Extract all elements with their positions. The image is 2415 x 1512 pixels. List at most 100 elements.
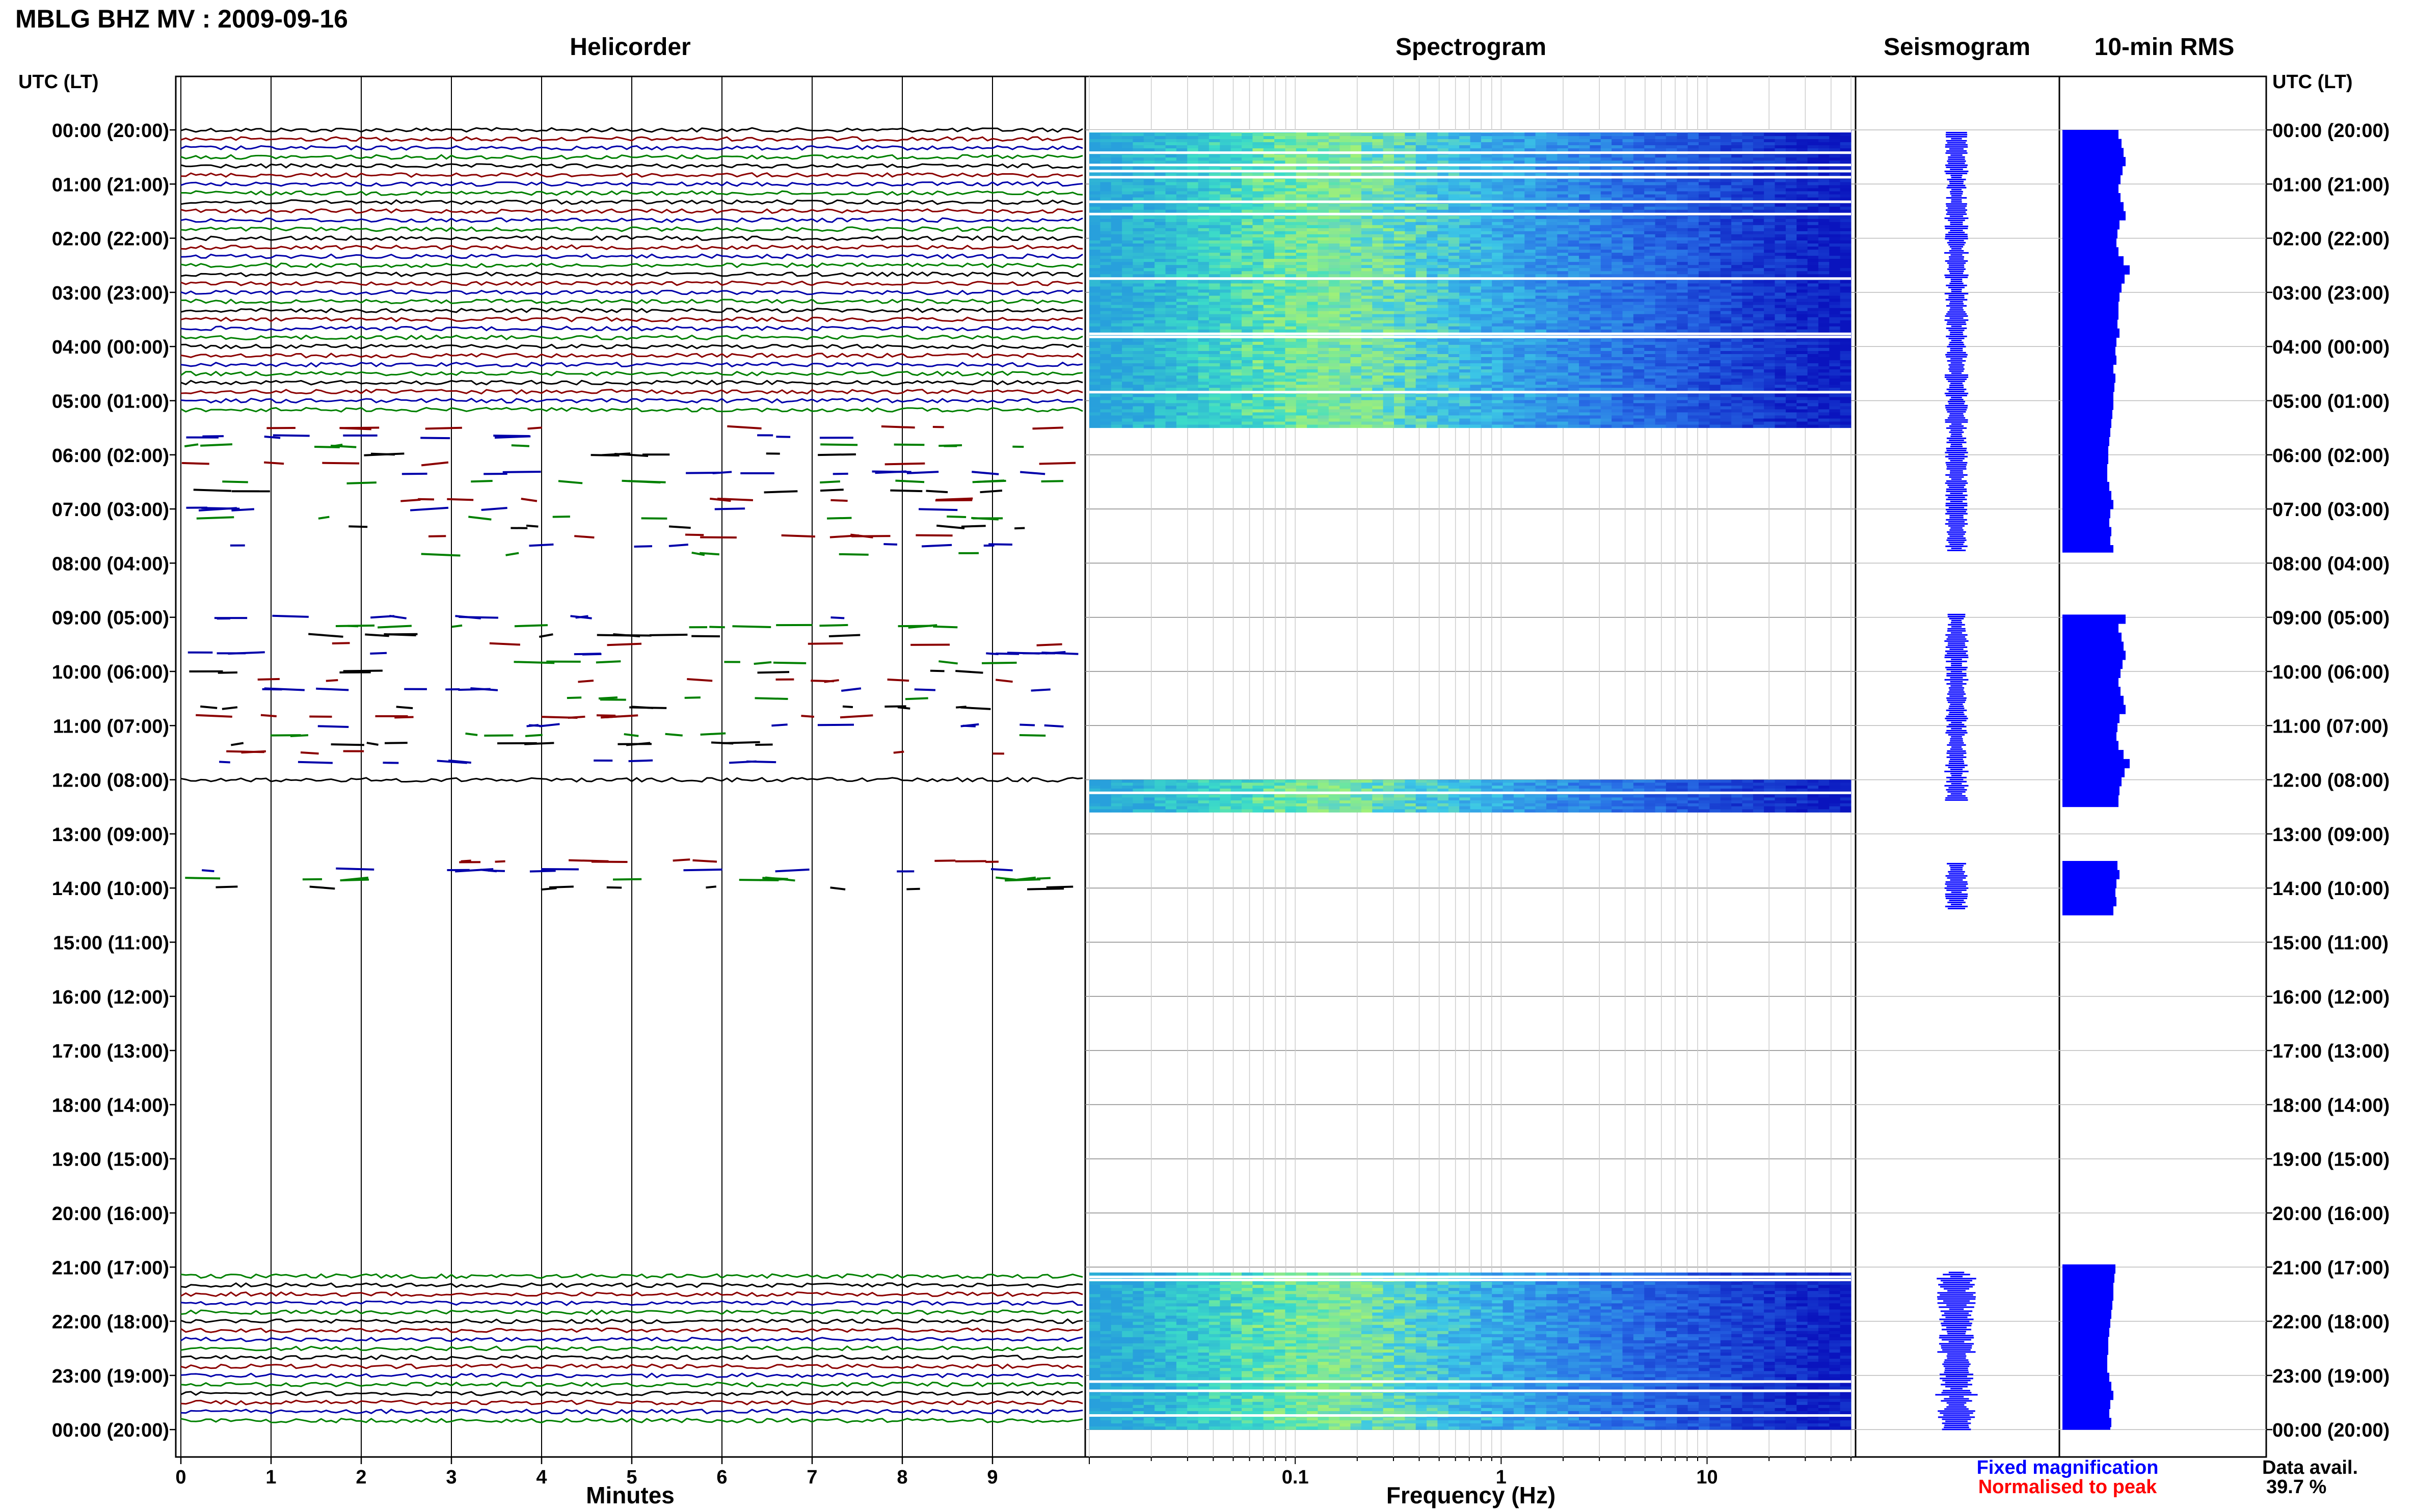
spectrogram-cell [1318, 271, 1329, 275]
spectrogram-cell [1264, 308, 1275, 312]
spectrogram-cell [1187, 188, 1198, 192]
spectrogram-cell [1198, 237, 1210, 241]
spectrogram-cell [1503, 274, 1514, 278]
spectrogram-cell [1568, 228, 1579, 232]
spectrogram-cell [1688, 289, 1699, 293]
spectrogram-cell [1448, 231, 1460, 235]
spectrogram-cell [1688, 204, 1699, 207]
spectrogram-cell [1448, 198, 1460, 201]
spectrogram-cell [1166, 148, 1177, 152]
spectrogram-cell [1655, 133, 1667, 137]
spectrogram-cell [1437, 240, 1448, 244]
spectrogram-cell [1133, 280, 1144, 284]
spectrogram-cell [1721, 188, 1732, 192]
spectrogram-cell [1524, 286, 1536, 290]
spectrogram-cell [1764, 244, 1775, 247]
spectrogram-cell [1840, 240, 1852, 244]
spectrogram-cell [1612, 271, 1623, 275]
spectrogram-cell [1329, 198, 1340, 201]
spectrogram-cell [1775, 179, 1786, 182]
spectrogram-cell [1568, 185, 1579, 189]
spectrogram-cell [1329, 179, 1340, 182]
spectrogram-cell [1198, 210, 1210, 213]
spectrogram-cell [1187, 179, 1198, 182]
spectrogram-cell [1524, 317, 1536, 321]
spectrogram-cell [1633, 228, 1645, 232]
spectrogram-cell [1100, 265, 1111, 268]
spectrogram-cell [1144, 154, 1155, 158]
spectrogram-cell [1818, 154, 1830, 158]
spectrogram-cell [1536, 250, 1547, 253]
spectrogram-cell [1405, 247, 1416, 250]
spectrogram-cell [1155, 265, 1166, 268]
spectrogram-cell [1416, 271, 1427, 275]
spectrogram-cell [1394, 280, 1405, 284]
spectrogram-cell [1296, 268, 1307, 272]
spectrogram-cell [1612, 179, 1623, 182]
spectrogram-cell [1764, 259, 1775, 262]
spectrogram-cell [1089, 289, 1101, 293]
spectrogram-cell [1677, 237, 1688, 241]
spectrogram-cell [1351, 195, 1362, 198]
spectrogram-cell [1264, 299, 1275, 303]
spectrogram-cell [1351, 262, 1362, 265]
spectrogram-cell [1089, 262, 1101, 265]
helicorder-fragment [495, 861, 505, 862]
spectrogram-cell [1623, 219, 1634, 223]
spectrogram-cell [1524, 219, 1536, 223]
spectrogram-cell [1351, 289, 1362, 293]
spectrogram-cell [1329, 139, 1340, 143]
spectrogram-cell [1503, 253, 1514, 256]
spectrogram-cell [1144, 185, 1155, 189]
spectrogram-cell [1753, 133, 1764, 137]
spectrogram-cell [1655, 136, 1667, 140]
spectrogram-cell [1546, 154, 1558, 158]
spectrogram-cell [1546, 286, 1558, 290]
spectrogram-cell [1612, 154, 1623, 158]
spectrogram-cell [1427, 234, 1438, 238]
spectrogram-cell [1144, 244, 1155, 247]
spectrogram-cell [1176, 204, 1188, 207]
spectrogram-cell [1536, 198, 1547, 201]
spectrogram-cell [1383, 314, 1394, 318]
spectrogram-cell [1753, 188, 1764, 192]
spectrogram-cell [1775, 289, 1786, 293]
spectrogram-cell [1198, 185, 1210, 189]
spectrogram-cell [1296, 173, 1307, 176]
spectrogram-cell [1100, 296, 1111, 300]
spectrogram-cell [1198, 311, 1210, 315]
spectrogram-cell [1731, 195, 1742, 198]
spectrogram-cell [1198, 274, 1210, 278]
spectrogram-cell [1557, 225, 1568, 229]
spectrogram-cell [1318, 286, 1329, 290]
spectrogram-cell [1699, 262, 1710, 265]
spectrogram-cell [1514, 240, 1525, 244]
spectrogram-cell [1536, 268, 1547, 272]
spectrogram-cell [1721, 157, 1732, 161]
spectrogram-cell [1829, 228, 1840, 232]
spectrogram-cell [1416, 182, 1427, 186]
spectrogram-cell [1655, 289, 1667, 293]
spectrogram-cell [1709, 154, 1721, 158]
spectrogram-cell [1633, 173, 1645, 176]
spectrogram-cell [1394, 259, 1405, 262]
spectrogram-cell [1546, 317, 1558, 321]
spectrogram-cell [1394, 207, 1405, 210]
spectrogram-cell [1666, 256, 1677, 259]
spectrogram-cell [1666, 250, 1677, 253]
spectrogram-cell [1307, 250, 1318, 253]
spectrogram-cell [1829, 256, 1840, 259]
spectrogram-cell [1209, 182, 1220, 186]
spectrogram-cell [1688, 296, 1699, 300]
spectrogram-cell [1524, 280, 1536, 284]
spectrogram-cell [1579, 244, 1590, 247]
spectrogram-cell [1252, 308, 1264, 312]
spectrogram-cell [1437, 207, 1448, 210]
spectrogram-cell [1339, 148, 1351, 152]
spectrogram-cell [1742, 274, 1753, 278]
spectrogram-cell [1187, 274, 1198, 278]
spectrogram-cell [1252, 314, 1264, 318]
spectrogram-cell [1231, 192, 1242, 195]
spectrogram-cell [1220, 228, 1231, 232]
spectrogram-cell [1274, 173, 1285, 176]
